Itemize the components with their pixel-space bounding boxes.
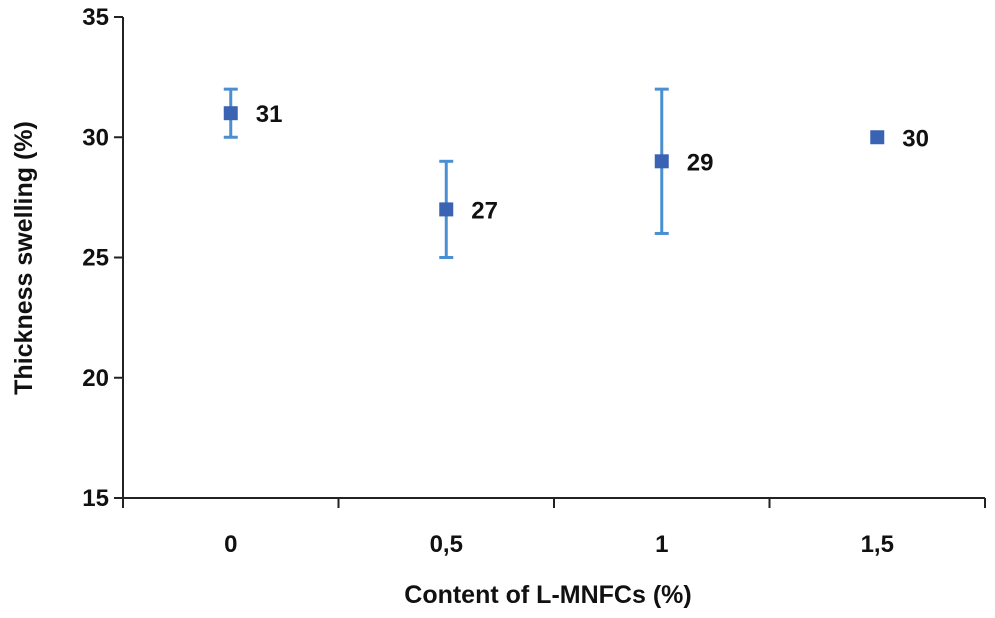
- y-tick-label: 35: [82, 4, 109, 31]
- y-tick-label: 15: [82, 485, 109, 512]
- y-tick-label: 30: [82, 124, 109, 151]
- data-point: [439, 202, 454, 217]
- y-tick-label: 20: [82, 365, 109, 392]
- data-label: 27: [471, 197, 498, 224]
- x-tick-label: 1: [655, 531, 668, 558]
- y-axis-ticks: 15 20 25 30 35: [82, 4, 123, 512]
- data-point: [870, 130, 885, 145]
- error-bars: [223, 87, 669, 259]
- x-tick-label: 0: [224, 531, 237, 558]
- data-points: [223, 106, 885, 217]
- data-labels: 31 27 29 30: [256, 101, 929, 224]
- y-axis-title: Thickness swelling (%): [10, 121, 38, 395]
- x-axis-title: Content of L-MNFCs (%): [404, 581, 691, 609]
- data-label: 30: [902, 125, 929, 152]
- y-tick-label: 25: [82, 245, 109, 272]
- data-label: 31: [256, 101, 283, 128]
- data-point: [654, 154, 669, 169]
- x-tick-label: 0,5: [430, 531, 463, 558]
- data-point: [223, 106, 238, 121]
- x-tick-label: 1,5: [861, 531, 894, 558]
- data-label: 29: [687, 149, 714, 176]
- x-axis-ticks: 0 0,5 1 1,5: [122, 498, 986, 558]
- axes: [122, 17, 985, 499]
